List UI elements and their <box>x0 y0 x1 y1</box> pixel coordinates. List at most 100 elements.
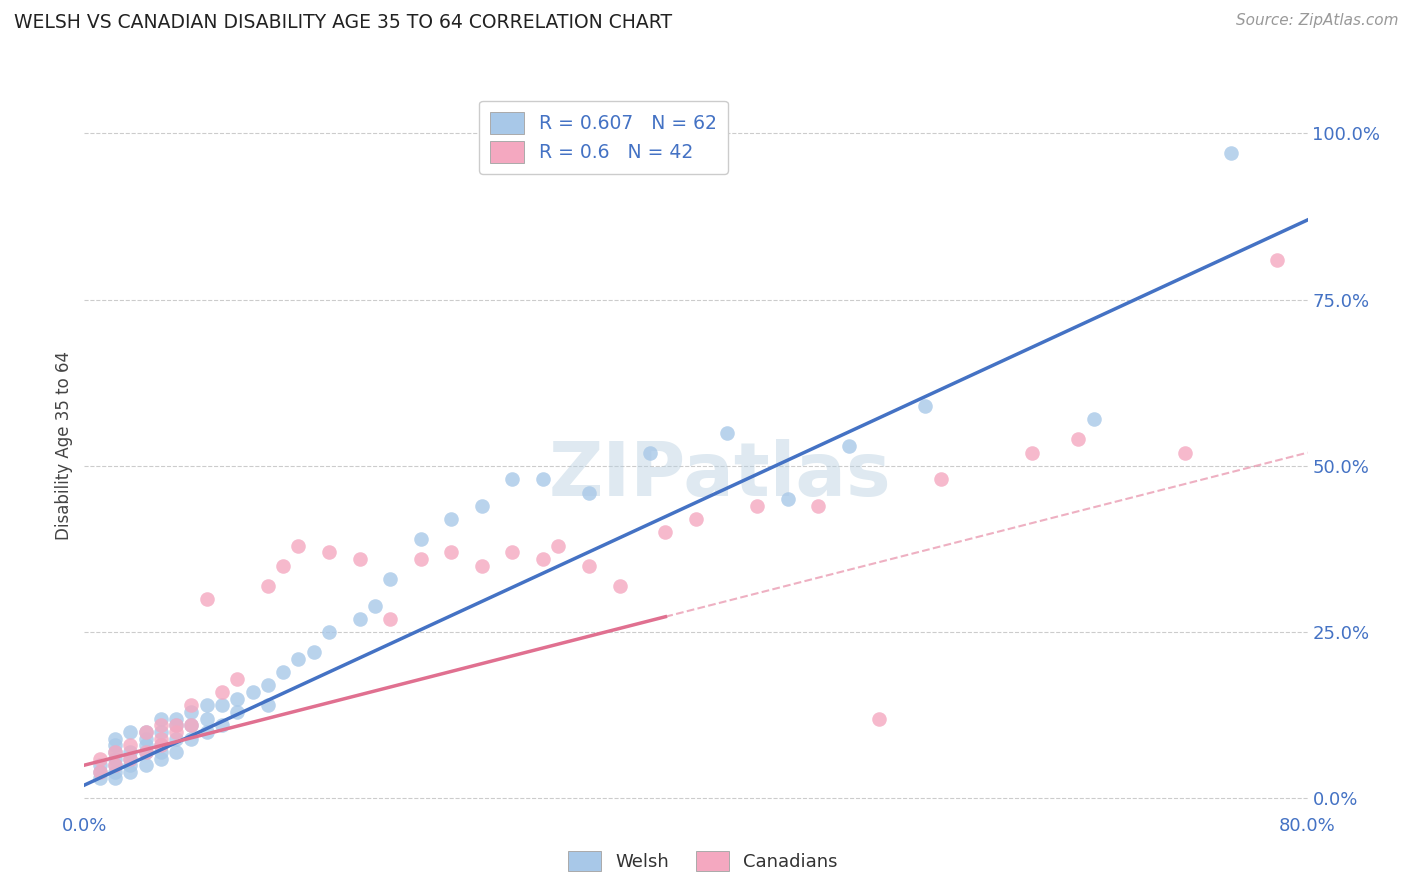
Point <box>135 725 157 739</box>
Point <box>135 745 157 759</box>
Point <box>104 758 127 772</box>
Point <box>149 725 172 739</box>
Point <box>195 712 218 726</box>
Point <box>149 718 172 732</box>
Point <box>135 731 157 746</box>
Point <box>89 772 111 786</box>
Point <box>654 525 676 540</box>
Point <box>471 558 494 573</box>
Point <box>409 552 432 566</box>
Point <box>135 758 157 772</box>
Point <box>287 539 309 553</box>
Point <box>211 698 233 713</box>
Point <box>149 738 172 752</box>
Point <box>257 579 280 593</box>
Legend: R = 0.607   N = 62, R = 0.6   N = 42: R = 0.607 N = 62, R = 0.6 N = 42 <box>479 101 728 174</box>
Point <box>380 572 402 586</box>
Point <box>165 745 187 759</box>
Point <box>195 698 218 713</box>
Text: ZIPatlas: ZIPatlas <box>550 439 891 512</box>
Point <box>149 745 172 759</box>
Point <box>195 725 218 739</box>
Point <box>180 718 202 732</box>
Point <box>104 772 127 786</box>
Point <box>104 751 127 765</box>
Point <box>120 751 142 765</box>
Text: WELSH VS CANADIAN DISABILITY AGE 35 TO 64 CORRELATION CHART: WELSH VS CANADIAN DISABILITY AGE 35 TO 6… <box>14 13 672 32</box>
Point <box>838 439 860 453</box>
Point <box>1174 445 1197 459</box>
Point <box>380 612 402 626</box>
Point <box>135 745 157 759</box>
Point <box>747 499 769 513</box>
Point <box>1083 412 1105 426</box>
Point <box>120 725 142 739</box>
Point <box>135 738 157 752</box>
Point <box>104 745 127 759</box>
Point <box>135 725 157 739</box>
Point <box>165 712 187 726</box>
Point <box>914 399 936 413</box>
Point <box>502 545 524 559</box>
Point <box>120 758 142 772</box>
Point <box>776 492 799 507</box>
Point <box>318 625 340 640</box>
Point <box>716 425 738 440</box>
Point <box>271 665 294 679</box>
Point <box>869 712 891 726</box>
Point <box>149 751 172 765</box>
Point <box>638 445 661 459</box>
Point <box>180 718 202 732</box>
Text: Source: ZipAtlas.com: Source: ZipAtlas.com <box>1236 13 1399 29</box>
Point <box>104 731 127 746</box>
Point <box>929 472 952 486</box>
Point <box>440 512 463 526</box>
Point <box>502 472 524 486</box>
Point <box>104 738 127 752</box>
Point <box>531 472 554 486</box>
Point <box>89 764 111 779</box>
Point <box>364 599 387 613</box>
Point <box>287 652 309 666</box>
Point <box>165 731 187 746</box>
Point <box>120 738 142 752</box>
Point <box>1220 146 1243 161</box>
Point <box>180 698 202 713</box>
Point <box>89 764 111 779</box>
Point <box>211 685 233 699</box>
Y-axis label: Disability Age 35 to 64: Disability Age 35 to 64 <box>55 351 73 541</box>
Point <box>1067 433 1090 447</box>
Point <box>149 738 172 752</box>
Point <box>302 645 325 659</box>
Point <box>120 751 142 765</box>
Legend: Welsh, Canadians: Welsh, Canadians <box>561 844 845 879</box>
Point <box>104 745 127 759</box>
Point <box>471 499 494 513</box>
Point <box>807 499 830 513</box>
Point <box>195 591 218 606</box>
Point <box>165 718 187 732</box>
Point <box>271 558 294 573</box>
Point <box>685 512 707 526</box>
Point <box>89 751 111 765</box>
Point <box>318 545 340 559</box>
Point <box>257 678 280 692</box>
Point <box>180 705 202 719</box>
Point <box>409 532 432 546</box>
Point <box>120 764 142 779</box>
Point <box>149 731 172 746</box>
Point <box>165 725 187 739</box>
Point <box>104 758 127 772</box>
Point <box>531 552 554 566</box>
Point <box>211 718 233 732</box>
Point <box>578 558 600 573</box>
Point <box>349 612 371 626</box>
Point <box>149 712 172 726</box>
Point <box>180 731 202 746</box>
Point <box>89 758 111 772</box>
Point <box>226 672 249 686</box>
Point <box>257 698 280 713</box>
Point <box>226 691 249 706</box>
Point <box>440 545 463 559</box>
Point <box>578 485 600 500</box>
